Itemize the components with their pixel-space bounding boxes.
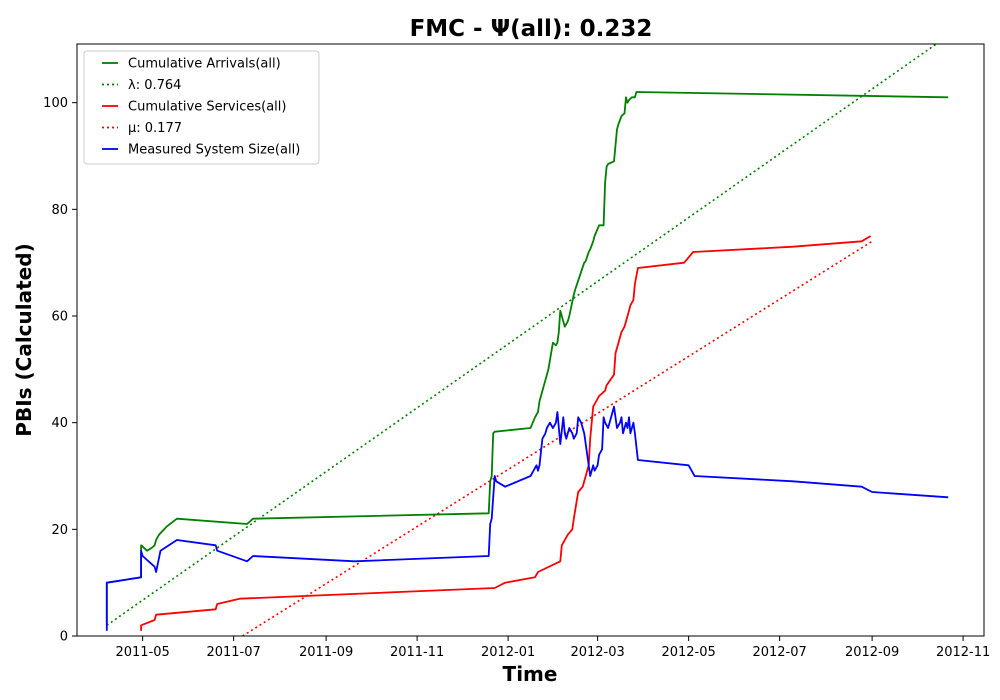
legend: Cumulative Arrivals(all) λ: 0.764 Cumulati… <box>83 50 320 165</box>
series-line-2 <box>140 235 872 631</box>
x-tick-label: 2011-05 <box>115 645 169 660</box>
series-line-3 <box>242 240 873 636</box>
x-tick-label: 2011-09 <box>299 645 353 660</box>
x-tick-label: 2012-05 <box>661 645 715 660</box>
x-tick-label: 2012-07 <box>752 645 806 660</box>
x-tick-label: 2012-11 <box>936 645 990 660</box>
chart-title: FMC - Ψ(all): 0.232 <box>410 16 653 42</box>
y-tick-label: 100 <box>43 96 68 111</box>
series-line-1 <box>106 44 937 626</box>
y-tick-label: 0 <box>60 630 68 645</box>
legend-label-0: Cumulative Arrivals(all) <box>128 57 281 72</box>
y-tick-label: 60 <box>51 310 68 325</box>
legend-box <box>83 50 320 165</box>
legend-label-3: μ: 0.177 <box>128 121 182 136</box>
x-tick-label: 2011-07 <box>206 645 260 660</box>
series-line-0 <box>105 91 949 626</box>
y-tick-label: 20 <box>51 523 68 538</box>
y-tick-label: 80 <box>51 203 68 218</box>
y-tick-label: 40 <box>51 416 68 431</box>
x-axis-title: Time <box>503 662 558 686</box>
series-layer <box>105 44 949 636</box>
legend-label-4: Measured System Size(all) <box>128 143 300 158</box>
x-tick-label: 2012-03 <box>570 645 624 660</box>
x-tick-label: 2012-09 <box>845 645 899 660</box>
legend-label-2: Cumulative Services(all) <box>128 100 286 115</box>
x-tick-label: 2012-01 <box>481 645 535 660</box>
legend-items: Cumulative Arrivals(all) λ: 0.764 Cumulati… <box>102 57 300 158</box>
x-axis-ticks: 2011-05 2011-07 2011-09 2011-11 2012-01 2012-… <box>115 636 990 660</box>
plot-frame <box>76 43 985 637</box>
y-axis-title: PBIs (Calculated) <box>12 243 36 436</box>
series-line-4 <box>105 405 949 631</box>
legend-label-1: λ: 0.764 <box>128 78 181 93</box>
y-axis-ticks: 0 20 40 60 80 100 <box>43 96 77 645</box>
x-tick-label: 2011-11 <box>390 645 444 660</box>
